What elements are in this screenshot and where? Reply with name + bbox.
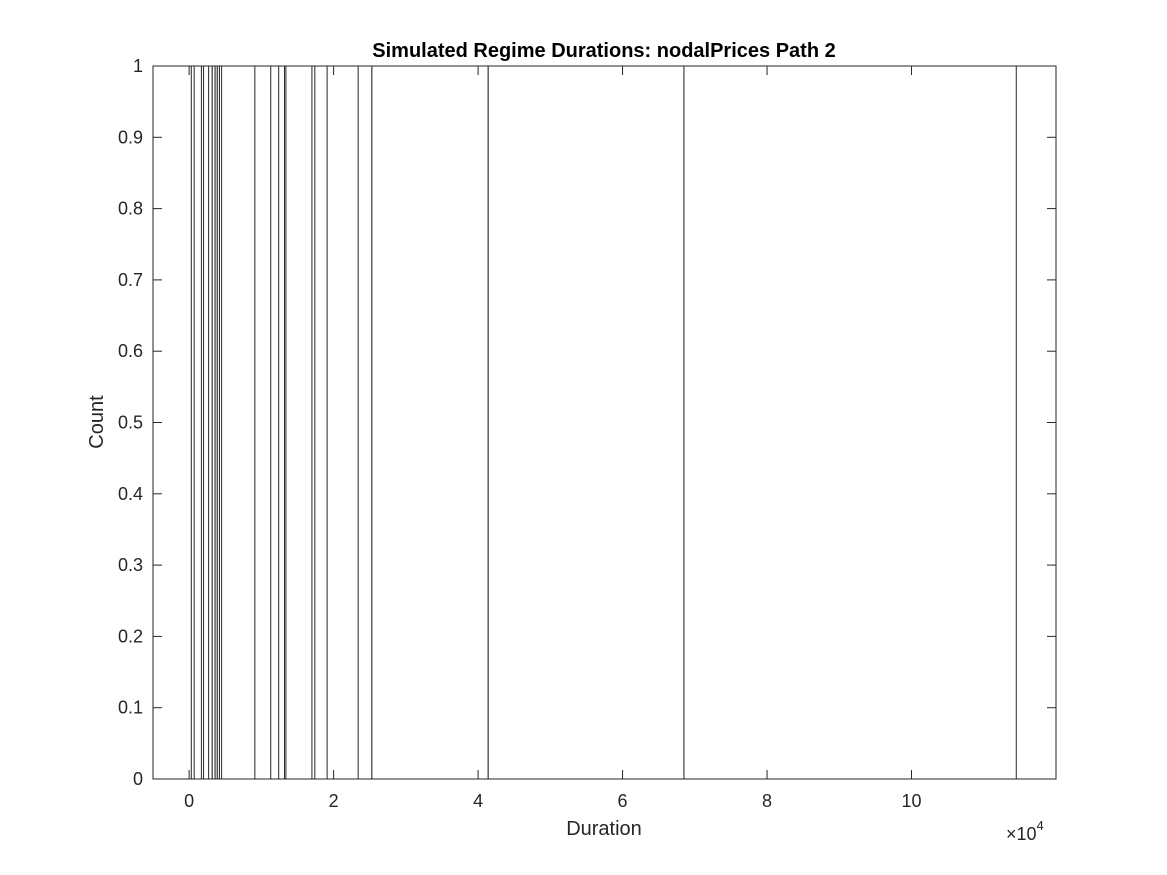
histogram-bar-11 bbox=[314, 65, 328, 780]
histogram-bar-12 bbox=[357, 65, 373, 780]
histogram-bar-15 bbox=[683, 65, 1017, 780]
y-tick-label: 0.5 bbox=[118, 413, 143, 433]
x-tick-label: 10 bbox=[902, 791, 922, 811]
y-tick-label: 0.3 bbox=[118, 555, 143, 575]
x-tick-label: 8 bbox=[762, 791, 772, 811]
x-exponent-base: ×10 bbox=[1006, 824, 1037, 844]
x-axis-label: Duration bbox=[566, 818, 642, 840]
y-tick-label: 0.1 bbox=[118, 698, 143, 718]
y-tick-label: 0 bbox=[133, 769, 143, 789]
histogram-bar-7 bbox=[218, 65, 223, 780]
histogram-bar-1 bbox=[190, 65, 195, 780]
ticks-layer: 0 2 4 6 8 10 0 0.1 0.2 0.3 0.4 0.5 0.6 0.7 0.8 0.9 1 bbox=[118, 56, 1056, 811]
y-tick-label: 1 bbox=[133, 56, 143, 76]
histogram-bar-14 bbox=[487, 65, 685, 780]
y-tick-label: 0.2 bbox=[118, 626, 143, 646]
x-tick-label: 6 bbox=[618, 791, 628, 811]
histogram-bar-13 bbox=[371, 65, 489, 780]
x-tick-label: 0 bbox=[184, 791, 194, 811]
y-tick-label: 0.4 bbox=[118, 484, 143, 504]
chart-title: Simulated Regime Durations: nodalPrices … bbox=[372, 40, 835, 62]
histogram-bar-9 bbox=[278, 65, 285, 780]
x-tick-label: 4 bbox=[473, 791, 483, 811]
y-axis-label: Count bbox=[86, 395, 108, 449]
histogram-bar-3 bbox=[208, 65, 213, 780]
y-tick-label: 0.7 bbox=[118, 270, 143, 290]
histogram-bar-8 bbox=[254, 65, 272, 780]
x-tick-label: 2 bbox=[329, 791, 339, 811]
y-tick-label: 0.8 bbox=[118, 199, 143, 219]
y-tick-label: 0.6 bbox=[118, 341, 143, 361]
histogram-bar-10 bbox=[285, 65, 313, 780]
x-exponent-power: 4 bbox=[1037, 818, 1044, 833]
y-tick-label: 0.9 bbox=[118, 127, 143, 147]
bars-layer bbox=[190, 65, 1017, 780]
histogram-bar-2 bbox=[200, 65, 205, 780]
x-axis-exponent: ×104 bbox=[1006, 818, 1044, 844]
